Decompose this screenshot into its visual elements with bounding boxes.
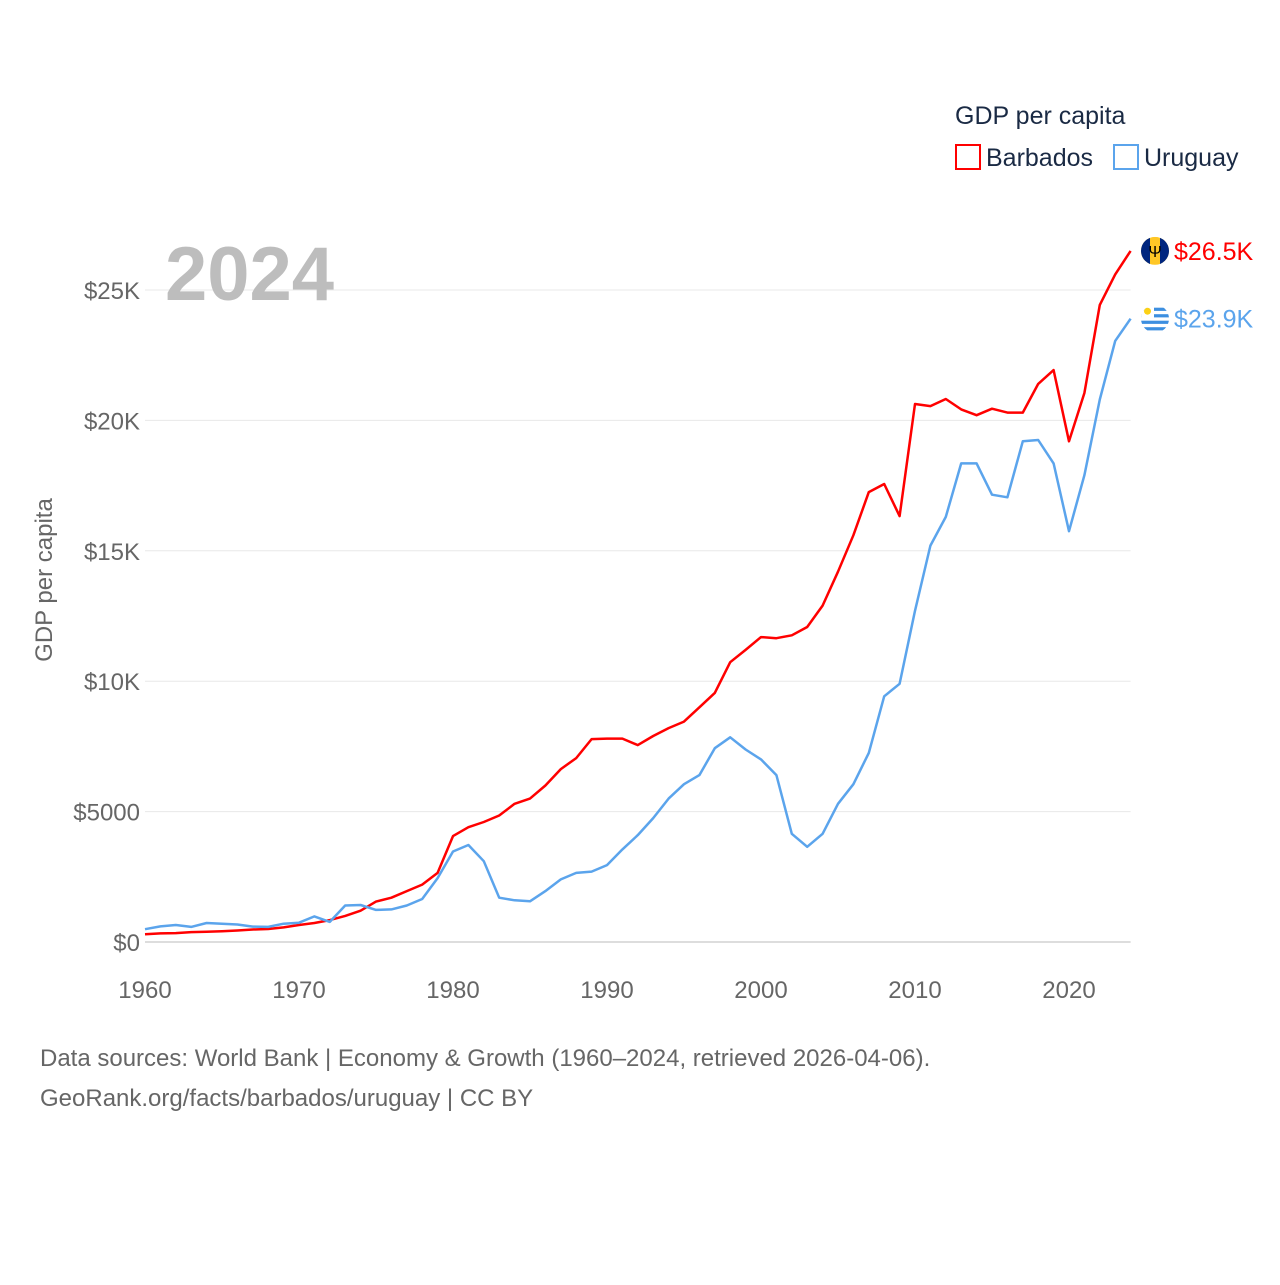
legend-item-barbados[interactable]: Barbados	[955, 144, 1093, 172]
y-tick-label: $20K	[84, 408, 140, 435]
y-tick-label: $5000	[73, 800, 140, 827]
legend-item-uruguay[interactable]: Uruguay	[1113, 144, 1239, 172]
flag-body: Ψ	[1141, 236, 1169, 265]
legend-swatch	[1113, 144, 1139, 170]
y-axis-label: GDP per capita	[31, 498, 58, 662]
legend-swatch	[955, 144, 981, 170]
y-tick-label: $15K	[84, 539, 140, 566]
year-label: 2024	[165, 232, 334, 317]
flag-stripe	[1141, 327, 1169, 331]
x-tick-label: 2010	[888, 977, 941, 1004]
x-tick-label: 1970	[272, 977, 325, 1004]
y-tick-label: $25K	[84, 278, 140, 305]
flag-stripe	[1160, 236, 1169, 265]
flag-stripe	[1141, 307, 1169, 311]
x-tick-label: 2020	[1042, 977, 1095, 1004]
legend-label: Barbados	[986, 144, 1093, 172]
x-tick-label: 1980	[426, 977, 479, 1004]
legend-title: GDP per capita	[955, 102, 1126, 130]
x-tick-label: 1990	[580, 977, 633, 1004]
y-tick-label: $0	[113, 930, 140, 957]
x-tick-label: 2000	[734, 977, 787, 1004]
trident-icon: Ψ	[1148, 244, 1161, 261]
legend-label: Uruguay	[1144, 144, 1239, 172]
end-value-label: $26.5K	[1174, 238, 1254, 266]
flag-stripe	[1141, 320, 1169, 324]
barbados-flag-icon: Ψ	[1141, 236, 1169, 265]
series-line-uruguay	[144, 317, 1132, 931]
footer-sources: Data sources: World Bank | Economy & Gro…	[40, 1045, 931, 1072]
flag-body	[1141, 304, 1169, 333]
uruguay-flag-icon	[1141, 304, 1169, 333]
flag-stripe	[1141, 236, 1150, 265]
sun-icon	[1144, 307, 1151, 315]
y-tick-label: $10K	[84, 669, 140, 696]
end-value-label: $23.9K	[1174, 306, 1254, 334]
x-tick-label: 1960	[118, 977, 171, 1004]
footer-link[interactable]: GeoRank.org/facts/barbados/uruguay | CC …	[40, 1085, 534, 1112]
flag-stripe	[1141, 314, 1169, 318]
series-line-barbados	[144, 250, 1132, 936]
